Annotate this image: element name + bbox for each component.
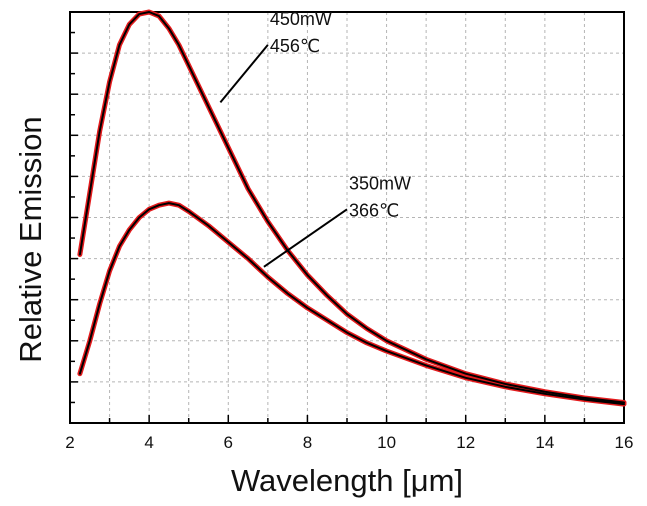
series-line-fit (77, 200, 627, 407)
annotation-label: 350mW (349, 173, 411, 193)
annotation-leader-line (219, 44, 269, 104)
annotation-label: 456℃ (270, 36, 320, 56)
x-tick-label: 8 (303, 433, 312, 452)
x-axis-title: Wavelength [μm] (231, 463, 463, 498)
annotation-leader-line (263, 208, 348, 268)
annotation-label: 366℃ (349, 200, 399, 220)
annotation-label: 450mW (270, 9, 332, 29)
x-tick-label: 10 (377, 433, 396, 452)
series-line-measured (78, 202, 625, 406)
series-line-measured (78, 11, 625, 404)
y-axis-title: Relative Emission (13, 116, 48, 362)
x-tick-label: 12 (456, 433, 475, 452)
x-tick-label: 16 (615, 433, 634, 452)
x-tick-label: 4 (144, 433, 153, 452)
x-tick-label: 6 (224, 433, 233, 452)
x-tick-label: 2 (65, 433, 74, 452)
x-tick-label: 14 (535, 433, 554, 452)
